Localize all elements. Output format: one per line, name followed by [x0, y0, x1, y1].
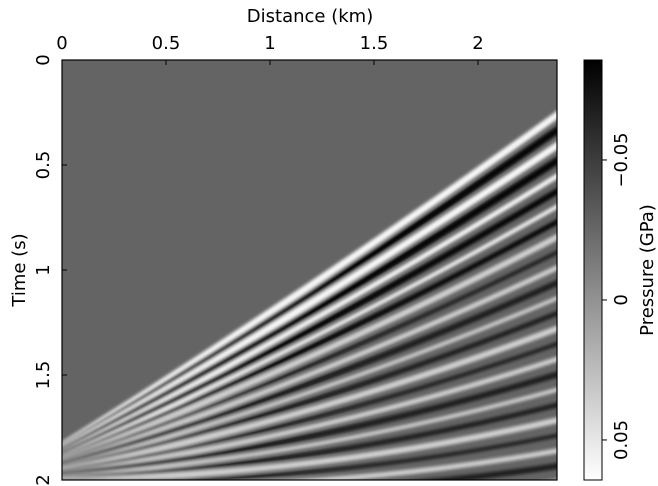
wave-stripe: [62, 402, 557, 480]
wave-stripe: [62, 325, 557, 473]
wave-stripe: [62, 417, 557, 480]
colorbar-tick-label: 0: [611, 294, 632, 305]
y-tick-label: 0.5: [33, 151, 54, 180]
wave-stripe: [62, 233, 557, 463]
wave-stripe: [62, 296, 557, 469]
colorbar-label: Pressure (GPa): [637, 204, 658, 336]
wave-stripe: [62, 279, 557, 468]
x-axis-title: Distance (km): [247, 6, 373, 27]
x-tick-label: 2: [472, 33, 483, 54]
x-tick-label: 0: [56, 33, 67, 54]
wave-stripe: [62, 310, 557, 471]
y-tick-label: 1: [33, 264, 54, 275]
wave-stripe: [414, 462, 557, 480]
x-tick-label: 0.5: [152, 33, 181, 54]
wavefield: [62, 110, 557, 480]
y-axis-title: Time (s): [9, 233, 30, 307]
wave-stripe: [62, 219, 557, 461]
wave-stripe: [62, 387, 557, 479]
wave-stripe: [62, 204, 557, 459]
wave-stripe: [62, 433, 557, 480]
wave-stripe: [62, 173, 557, 456]
x-tick-label: 1: [264, 33, 275, 54]
y-tick-label: 2: [33, 474, 54, 485]
wave-stripe: [62, 371, 557, 478]
wave-stripe: [551, 479, 557, 480]
x-tick-label: 1.5: [360, 33, 389, 54]
wave-stripe: [62, 156, 557, 455]
wave-stripe: [62, 264, 557, 466]
wave-stripe: [278, 448, 557, 480]
colorbar: [583, 59, 603, 481]
wave-stripe: [62, 187, 557, 458]
wave-stripe: [62, 250, 557, 464]
wave-stripe: [62, 356, 557, 476]
y-tick-label: 0: [33, 54, 54, 65]
wave-stripe: [62, 341, 557, 474]
colorbar-tick-label: −0.05: [611, 132, 632, 187]
colorbar-tick-label: 0.05: [611, 420, 632, 460]
y-tick-label: 1.5: [33, 361, 54, 390]
